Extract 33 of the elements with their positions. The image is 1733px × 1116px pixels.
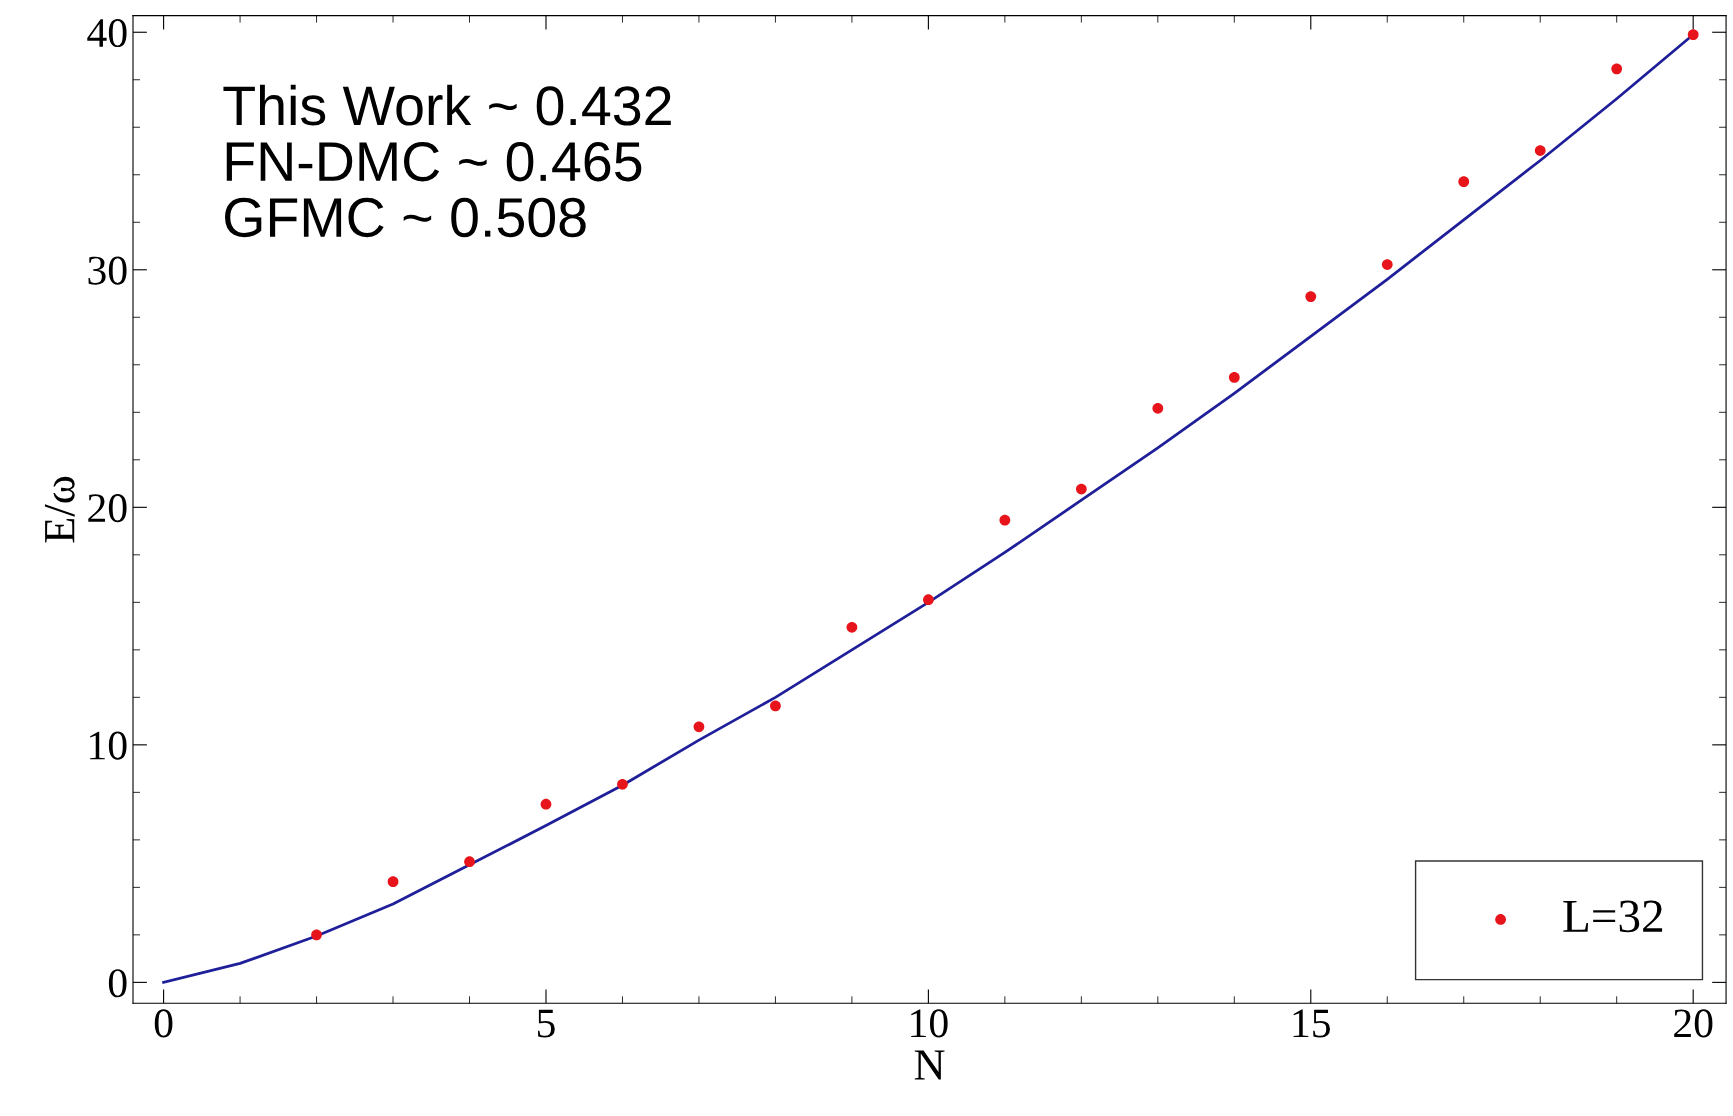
y-tick-label: 30 [88, 256, 127, 285]
x-tick-label: 15 [1293, 1009, 1330, 1038]
point [770, 700, 781, 712]
point [1381, 259, 1393, 270]
point [1152, 402, 1164, 414]
y-tick-label: 0 [108, 969, 127, 998]
point [540, 798, 552, 810]
y-tick-label: 40 [87, 19, 127, 48]
point [846, 621, 858, 633]
legend-label: L=32 [1563, 900, 1663, 933]
point [464, 856, 475, 868]
point [1075, 483, 1087, 495]
point [311, 929, 322, 941]
point [387, 876, 399, 888]
point [1611, 63, 1623, 75]
point [923, 594, 934, 606]
x-tick-label: 10 [911, 1009, 948, 1038]
point [1534, 145, 1546, 156]
x-axis-title: N [914, 1050, 945, 1080]
y-axis-title: E/ω [44, 476, 75, 543]
point [1687, 29, 1699, 41]
point [1458, 176, 1470, 188]
y-tick-label: 10 [90, 731, 127, 760]
y-tick-label: 20 [88, 494, 127, 523]
point [1228, 372, 1240, 383]
annotation: This Work ~ 0.432 FN-DMC ~ 0.465 GFMC ~ 0.508 [223, 84, 671, 238]
x-tick-label: 20 [1674, 1009, 1713, 1038]
point [1305, 291, 1317, 302]
x-tick-label: 5 [537, 1009, 555, 1038]
point [999, 514, 1011, 526]
point [693, 721, 705, 733]
point [617, 778, 628, 790]
x-tick-label: 0 [154, 1009, 173, 1038]
